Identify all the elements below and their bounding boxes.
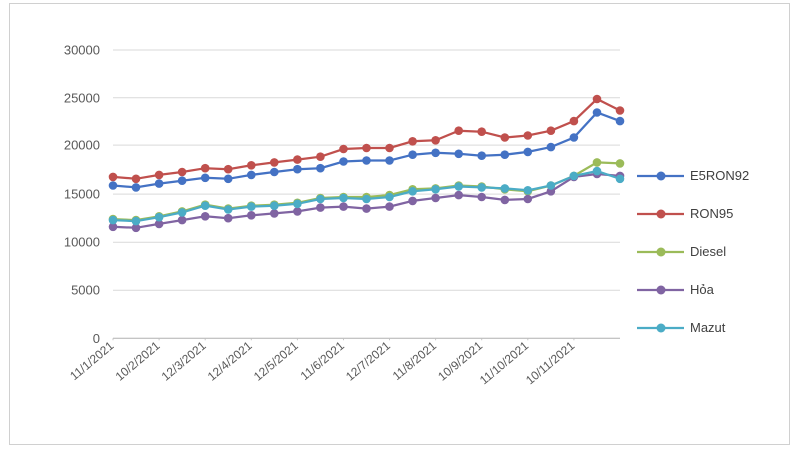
svg-text:11/8/2021: 11/8/2021: [390, 338, 439, 383]
svg-text:11/10/2021: 11/10/2021: [477, 338, 532, 387]
svg-text:10000: 10000: [64, 235, 100, 250]
svg-text:10/2/2021: 10/2/2021: [113, 338, 163, 383]
svg-text:25000: 25000: [64, 90, 100, 105]
svg-text:0: 0: [93, 331, 100, 346]
svg-text:30000: 30000: [64, 43, 100, 58]
svg-text:12/4/2021: 12/4/2021: [205, 338, 255, 383]
svg-text:Mazut: Mazut: [690, 320, 726, 335]
svg-text:15000: 15000: [64, 187, 100, 202]
svg-text:20000: 20000: [64, 138, 100, 153]
svg-text:11/6/2021: 11/6/2021: [298, 338, 347, 383]
svg-text:Hỏa: Hỏa: [690, 282, 715, 297]
svg-text:12/3/2021: 12/3/2021: [159, 338, 209, 383]
svg-text:12/5/2021: 12/5/2021: [251, 338, 301, 383]
svg-text:Diesel: Diesel: [690, 244, 726, 259]
svg-text:5000: 5000: [71, 283, 100, 298]
svg-text:12/7/2021: 12/7/2021: [343, 338, 393, 383]
svg-text:RON95: RON95: [690, 206, 733, 221]
svg-text:10/11/2021: 10/11/2021: [523, 338, 578, 387]
svg-text:E5RON92: E5RON92: [690, 168, 749, 183]
